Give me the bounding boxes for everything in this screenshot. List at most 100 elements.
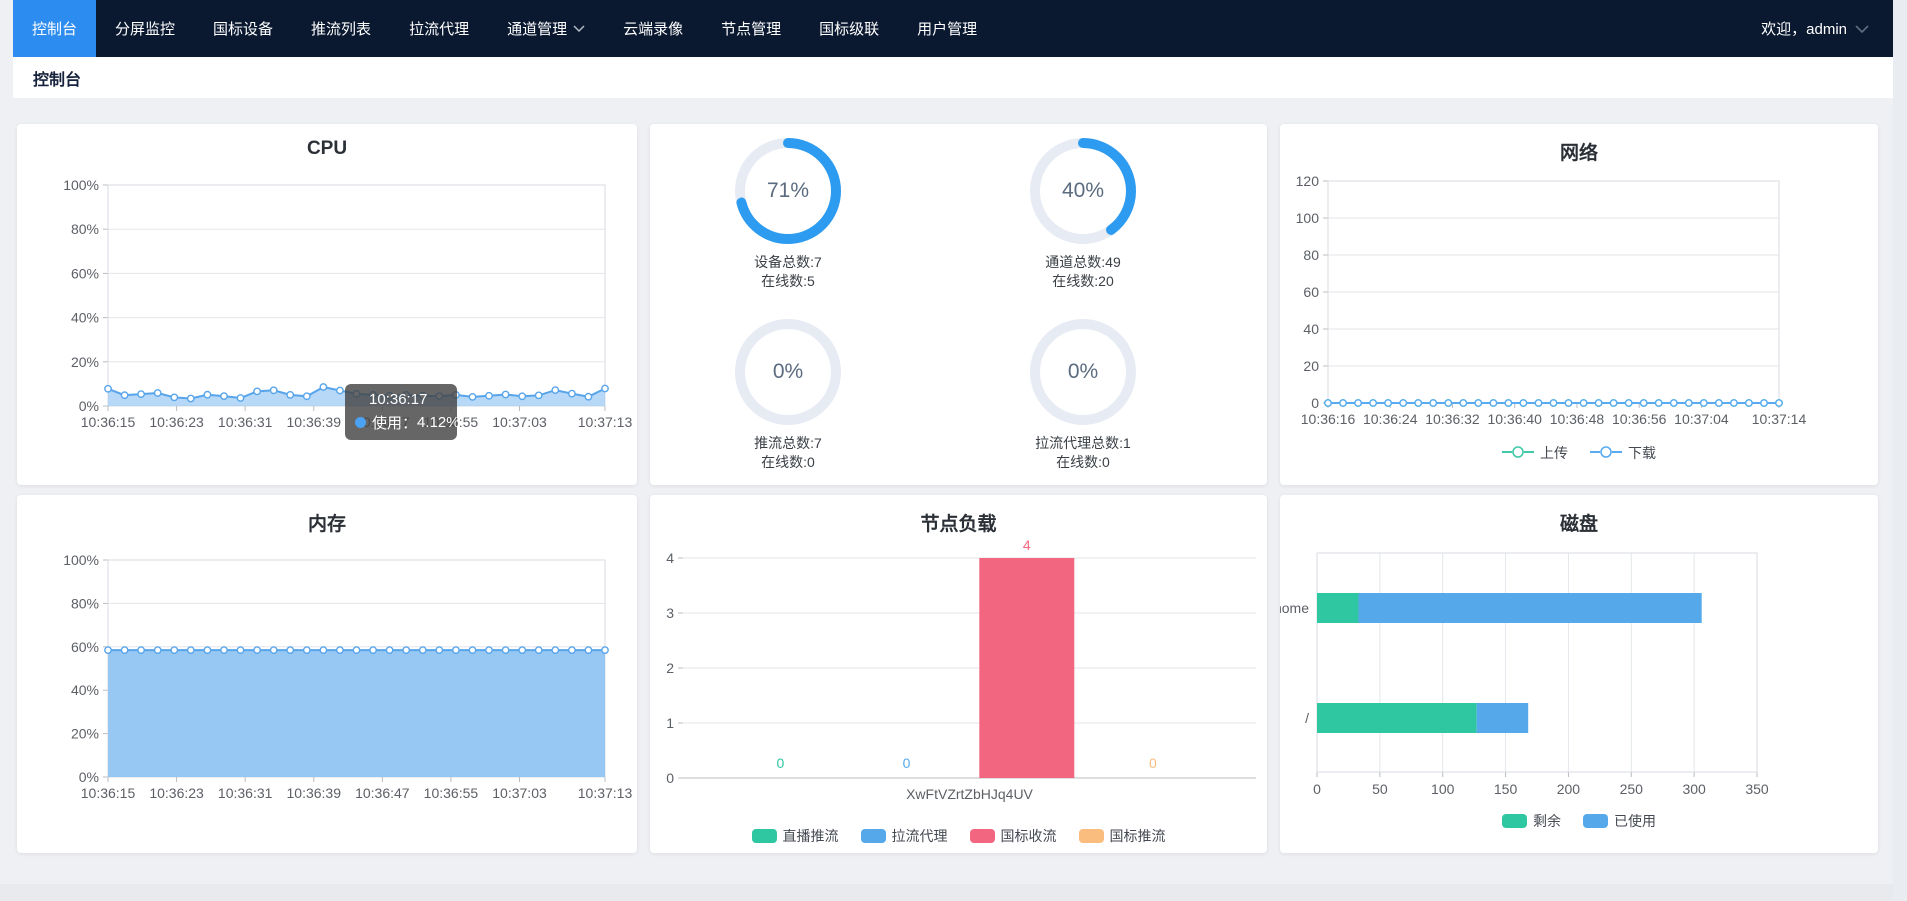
chevron-down-icon [573,25,585,32]
svg-text:10:36:55: 10:36:55 [424,414,479,430]
cpu-panel: CPU 0%20%40%60%80%100%10:36:1510:36:2310… [17,124,637,485]
svg-text:300: 300 [1682,781,1706,797]
svg-text:60%: 60% [71,639,99,655]
gauge-percent: 0% [733,317,843,427]
node-load-panel: 节点负载 012340040XwFtVZrtZbHJq4UV 直播推流拉流代理国… [650,495,1267,853]
cpu-line-chart: 0%20%40%60%80%100%10:36:1510:36:2310:36:… [17,124,637,485]
svg-text:50: 50 [1372,781,1388,797]
legend-swatch-icon [752,829,777,843]
legend-swatch-icon [1079,829,1104,843]
user-menu[interactable]: 欢迎，admin [1761,0,1893,57]
svg-text:100%: 100% [63,177,99,193]
memory-area-chart: 0%20%40%60%80%100%10:36:1510:36:2310:36:… [17,495,637,853]
gauge-3: 0% 拉流代理总数:1在线数:0 [993,317,1173,472]
svg-text:150: 150 [1494,781,1518,797]
svg-text:100%: 100% [63,552,99,568]
svg-text:2: 2 [666,660,674,676]
svg-text:10:36:39: 10:36:39 [287,414,342,430]
svg-text:100: 100 [1431,781,1455,797]
disk-panel: 磁盘 050100150200250300350/home/ 剩余已使用 [1280,495,1878,853]
network-legend: 上传 下载 [1280,442,1878,464]
nav-item-7[interactable]: 节点管理 [702,0,800,57]
svg-text:0%: 0% [79,769,99,785]
breadcrumb: 控制台 [13,57,1893,98]
line-marker-icon [1502,445,1534,462]
svg-text:10:36:39: 10:36:39 [287,785,342,801]
svg-text:10:36:16: 10:36:16 [1301,411,1356,427]
svg-text:10:37:13: 10:37:13 [578,785,633,801]
svg-text:250: 250 [1620,781,1644,797]
svg-text:60: 60 [1303,284,1319,300]
svg-text:200: 200 [1557,781,1581,797]
disk-legend: 剩余 已使用 [1280,810,1878,832]
svg-text:10:36:40: 10:36:40 [1487,411,1542,427]
svg-text:20: 20 [1303,358,1319,374]
svg-text:4: 4 [666,550,674,566]
memory-panel: 内存 0%20%40%60%80%100%10:36:1510:36:2310:… [17,495,637,853]
svg-text:40%: 40% [71,310,99,326]
svg-text:10:37:04: 10:37:04 [1674,411,1729,427]
svg-text:40: 40 [1303,321,1319,337]
svg-text:10:36:56: 10:36:56 [1612,411,1667,427]
nav-item-0[interactable]: 控制台 [13,0,96,57]
svg-text:10:36:31: 10:36:31 [218,785,273,801]
legend-swatch-icon [1583,814,1608,828]
legend-item-1[interactable]: 下载 [1590,443,1656,463]
nav-item-3[interactable]: 推流列表 [292,0,390,57]
network-panel: 网络 02040608010012010:36:1610:36:2410:36:… [1280,124,1878,485]
node-load-bar-chart: 012340040XwFtVZrtZbHJq4UV [650,495,1267,853]
legend-item-0[interactable]: 剩余 [1502,811,1561,831]
legend-item-1[interactable]: 已使用 [1583,811,1656,831]
scrollbar-track[interactable] [1893,0,1907,901]
gauge-labels: 拉流代理总数:1在线数:0 [993,434,1173,472]
svg-text:10:37:03: 10:37:03 [492,414,547,430]
svg-text:XwFtVZrtZbHJq4UV: XwFtVZrtZbHJq4UV [906,786,1033,802]
svg-text:350: 350 [1745,781,1769,797]
svg-text:20%: 20% [71,354,99,370]
svg-text:0: 0 [666,770,674,786]
svg-text:100: 100 [1296,210,1320,226]
svg-text:0%: 0% [79,398,99,414]
nav-items: 控制台分屏监控国标设备推流列表拉流代理通道管理云端录像节点管理国标级联用户管理 [13,0,996,57]
nav-item-5[interactable]: 通道管理 [488,0,604,57]
svg-text:/: / [1305,710,1309,726]
legend-item-0[interactable]: 上传 [1502,443,1568,463]
gauge-labels: 通道总数:49在线数:20 [993,253,1173,291]
svg-text:0: 0 [903,755,911,771]
totals-gauges-panel: 71% 设备总数:7在线数:5 40%通道总数:49在线数:20 0%推流总数:7在线… [650,124,1267,485]
nav-item-1[interactable]: 分屏监控 [96,0,194,57]
svg-text:1: 1 [666,715,674,731]
nav-item-4[interactable]: 拉流代理 [390,0,488,57]
svg-text:80: 80 [1303,247,1319,263]
legend-item-3[interactable]: 国标推流 [1079,826,1166,846]
svg-text:80%: 80% [71,221,99,237]
legend-item-1[interactable]: 拉流代理 [861,826,948,846]
gauge-1: 40%通道总数:49在线数:20 [993,136,1173,291]
svg-text:3: 3 [666,605,674,621]
svg-text:10:36:47: 10:36:47 [355,414,410,430]
nav-item-9[interactable]: 用户管理 [898,0,996,57]
welcome-label: 欢迎，admin [1761,18,1847,39]
top-navbar: 控制台分屏监控国标设备推流列表拉流代理通道管理云端录像节点管理国标级联用户管理 … [13,0,1893,57]
svg-text:/home: /home [1280,600,1309,616]
svg-text:4: 4 [1023,537,1031,553]
disk-hbar-chart: 050100150200250300350/home/ [1280,495,1878,853]
svg-text:10:36:47: 10:36:47 [355,785,410,801]
nav-item-8[interactable]: 国标级联 [800,0,898,57]
gauge-percent: 0% [1028,317,1138,427]
legend-item-2[interactable]: 国标收流 [970,826,1057,846]
node-load-legend: 直播推流 拉流代理 国标收流 国标推流 [650,825,1267,847]
gauge-labels: 设备总数:7在线数:5 [698,253,878,291]
svg-text:0: 0 [1149,755,1157,771]
nav-item-2[interactable]: 国标设备 [194,0,292,57]
svg-text:10:36:55: 10:36:55 [424,785,479,801]
svg-text:10:36:23: 10:36:23 [149,414,204,430]
line-marker-icon [1590,445,1622,462]
svg-text:10:36:48: 10:36:48 [1550,411,1605,427]
legend-swatch-icon [1502,814,1527,828]
nav-item-6[interactable]: 云端录像 [604,0,702,57]
gauge-percent: 71% [733,136,843,246]
horizontal-scrollbar-track[interactable] [0,884,1893,901]
gauge-2: 0%推流总数:7在线数:0 [698,317,878,472]
legend-item-0[interactable]: 直播推流 [752,826,839,846]
